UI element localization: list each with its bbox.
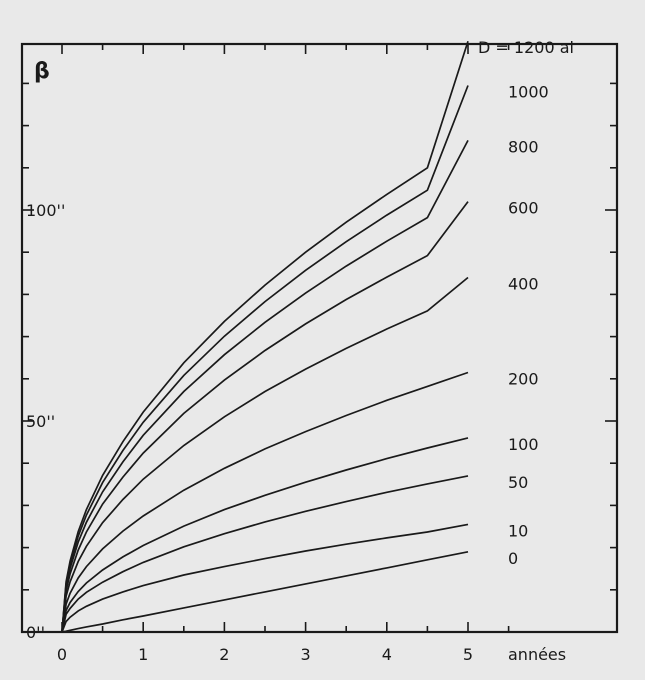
curve-labels: 0 10 50 100 200 400 600 800 1000 D = 1200 al: [478, 38, 574, 568]
x-tick-label: 3: [301, 645, 311, 664]
x-axis-label: années: [508, 645, 566, 664]
series-label: 400: [508, 275, 539, 294]
series-line: [61, 437, 469, 633]
series-label: 200: [508, 369, 539, 388]
x-tick-label: 1: [138, 645, 148, 664]
series-label: 600: [508, 199, 539, 218]
y-tick-labels: 0'' 50'' 100'': [26, 201, 65, 642]
series-line: [61, 140, 469, 633]
x-tick-labels: 0 1 2 3 4 5: [57, 645, 473, 664]
curves: [61, 40, 469, 633]
series-line: [61, 201, 469, 633]
x-tick-label: 4: [382, 645, 392, 664]
y-axis-label: β: [34, 59, 50, 84]
series-line: [61, 85, 469, 633]
series-label: 800: [508, 137, 539, 156]
x-tick-label: 2: [219, 645, 229, 664]
y-tick-label: 50'': [26, 412, 55, 431]
series-line: [61, 40, 469, 633]
series-label: 1000: [508, 83, 549, 102]
series-line: [61, 523, 469, 633]
y-tick-label: 100'': [26, 201, 65, 220]
series-label: 50: [508, 473, 528, 492]
x-tick-label: 0: [57, 645, 67, 664]
series-line: [61, 475, 469, 633]
series-label: 0: [508, 549, 518, 568]
series-label: 10: [508, 521, 528, 540]
series-label: D = 1200 al: [478, 38, 574, 57]
x-tick-label: 5: [463, 645, 473, 664]
series-line: [61, 371, 469, 633]
y-tick-label: 0'': [26, 623, 45, 642]
plot-frame: [20, 42, 619, 634]
series-line: [61, 550, 469, 633]
axis-ticks: [22, 44, 617, 632]
series-line: [61, 276, 469, 633]
series-label: 100: [508, 435, 539, 454]
